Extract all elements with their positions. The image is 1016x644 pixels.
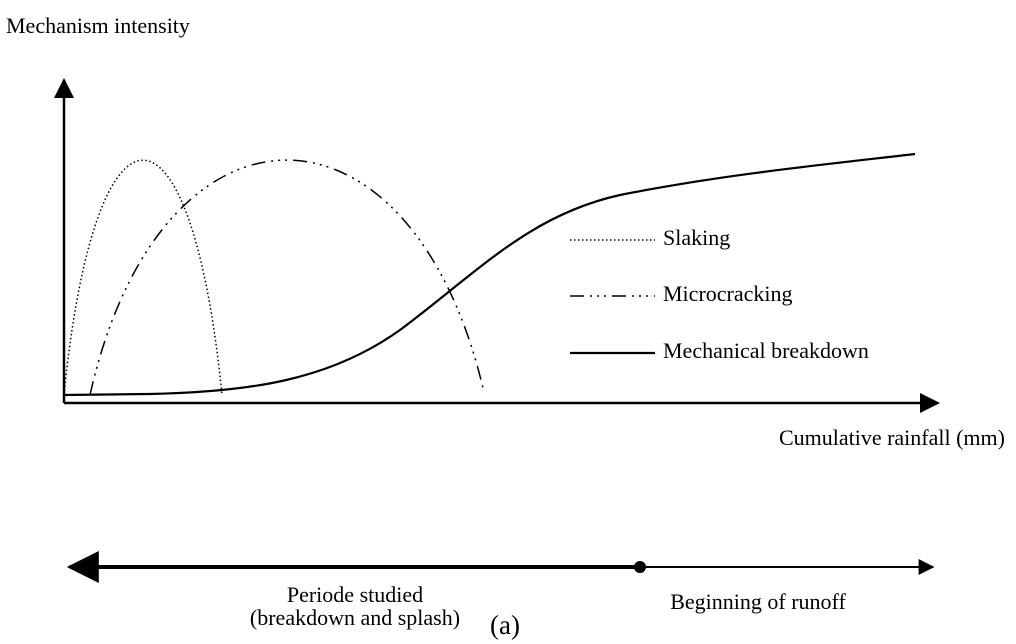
microcracking-curve — [89, 159, 484, 396]
period-label: (breakdown and splash) — [250, 605, 460, 630]
legend-label: Mechanical breakdown — [663, 338, 869, 363]
legend-label: Slaking — [663, 225, 730, 250]
period-label: Beginning of runoff — [670, 589, 846, 614]
x-axis-label: Cumulative rainfall (mm) — [779, 425, 1005, 450]
slaking-curve — [63, 159, 223, 396]
runoff-start-dot — [634, 561, 646, 573]
mechanical-breakdown-curve — [63, 152, 916, 397]
legend-label: Microcracking — [663, 281, 793, 306]
y-axis-label: Mechanism intensity — [6, 13, 190, 38]
caption: (a) — [490, 610, 520, 640]
period-label: Periode studied — [287, 582, 423, 607]
